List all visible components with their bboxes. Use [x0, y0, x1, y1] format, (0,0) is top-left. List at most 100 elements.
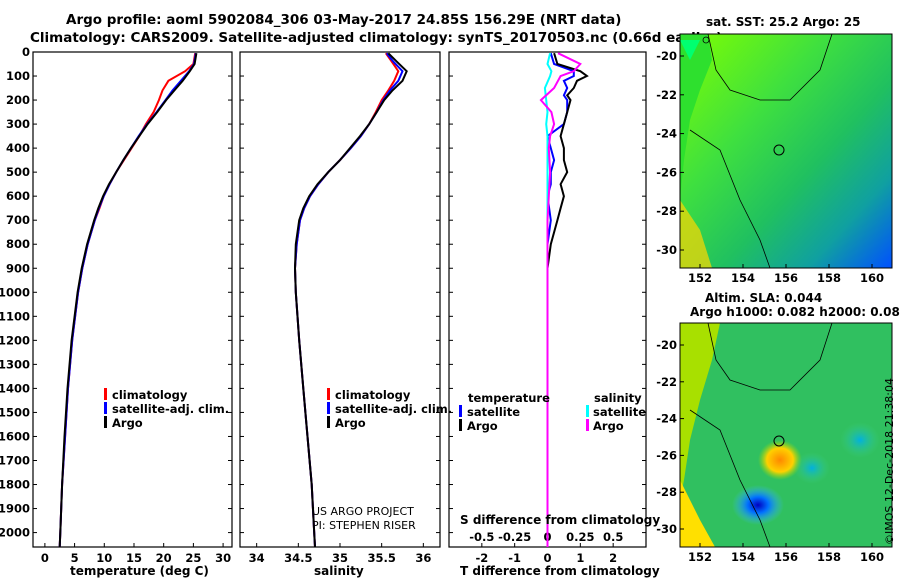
sla-map-title-1: Altim. SLA: 0.044 [705, 291, 822, 305]
map-y-tick-label: -20 [656, 338, 677, 352]
x-tick-label: 5 [71, 551, 79, 565]
legend-label: climatology [112, 388, 188, 402]
pressure-tick-label: 200 [6, 93, 30, 107]
map-x-tick-label: 156 [774, 271, 798, 285]
sla-warm-eddy [758, 440, 802, 480]
series-line-t-argo [546, 52, 589, 547]
map-x-tick-label: 160 [860, 550, 884, 564]
pressure-axis: 0 100 200 300 400 500 600 700 800 900 1000 1100 1200… [0, 45, 30, 540]
salinity-diff-tick-label: 0.5 [603, 530, 623, 544]
salinity-diff-tick-label: -0.5 [469, 530, 494, 544]
pressure-tick-label: 600 [6, 189, 30, 203]
x-tick-label: 0 [543, 551, 551, 565]
salinity-difference-label: S difference from climatology [460, 513, 660, 527]
pressure-tick-label: 1500 [0, 405, 30, 419]
pressure-tick-label: 1700 [0, 453, 30, 467]
sst-map-ticks: 152 154 156 158 160 -20 -22 -24 -26 -28 -30 [656, 49, 884, 285]
x-tick-label: 15 [126, 551, 142, 565]
pressure-tick-label: 400 [6, 141, 30, 155]
pressure-tick-label: 1400 [0, 381, 30, 395]
legend-label: satellite [593, 405, 646, 419]
x-tick-label: 36 [415, 551, 431, 565]
x-tick-label: -2 [475, 551, 488, 565]
map-y-tick-label: -22 [656, 375, 677, 389]
sst-map-title: sat. SST: 25.2 Argo: 25 [706, 15, 860, 29]
series-line-satellite-adj-clim- [58, 53, 197, 548]
pressure-tick-label: 500 [6, 165, 30, 179]
sla-warm-south [680, 480, 715, 547]
series-line-t-satellite [546, 52, 575, 547]
x-tick-label: 20 [156, 551, 172, 565]
map-x-tick-label: 160 [860, 271, 884, 285]
pressure-tick-label: 800 [6, 237, 30, 251]
pressure-tick-label: 1900 [0, 502, 30, 516]
legend-swatch [104, 416, 107, 428]
sst-map [679, 33, 893, 269]
sla-map-title-2: Argo h1000: 0.082 h2000: 0.08 [690, 305, 900, 319]
series-line-argo [58, 53, 198, 548]
series-line-climatology [58, 53, 197, 548]
legend-label: Argo [593, 419, 624, 433]
pressure-tick-label: 2000 [0, 526, 30, 540]
map-y-tick-label: -26 [656, 165, 677, 179]
pressure-tick-label: 100 [6, 69, 30, 83]
map-y-tick-label: -24 [656, 127, 677, 141]
salinity-panel: 34 34.5 35 35.5 36 climatologysatellite-adj. … [240, 51, 452, 565]
title-line-1: Argo profile: aoml 5902084_306 03-May-20… [66, 12, 621, 28]
map-y-tick-label: -28 [656, 485, 677, 499]
x-tick-label: -1 [508, 551, 521, 565]
sla-cold-eddy [732, 485, 784, 525]
legend-swatch [459, 405, 462, 417]
legend-label: satellite-adj. clim. [335, 402, 452, 416]
x-tick-label: 2 [609, 551, 617, 565]
sst-cape [680, 40, 700, 60]
salinity-xlabel: salinity [314, 564, 364, 578]
x-tick-label: 1 [576, 551, 584, 565]
map-x-tick-label: 152 [688, 550, 712, 564]
salinity-diff-tick-label: 0.25 [566, 530, 594, 544]
pressure-tick-label: 1100 [0, 309, 30, 323]
x-tick-label: 35 [332, 551, 348, 565]
x-tick-label: 34 [249, 551, 265, 565]
map-y-tick-label: -26 [656, 448, 677, 462]
map-x-tick-label: 154 [731, 550, 755, 564]
pressure-tick-label: 700 [6, 213, 30, 227]
sla-cyan-eddy [794, 452, 830, 484]
pressure-tick-label: 1200 [0, 333, 30, 347]
sla-map-ticks: 152 154 156 158 160 -20 -22 -24 -26 -28 -30 [656, 338, 884, 564]
legend-swatch [327, 402, 330, 414]
map-x-tick-label: 158 [817, 550, 841, 564]
sst-shelf-contour [689, 129, 771, 269]
map-y-tick-label: -22 [656, 88, 677, 102]
map-y-tick-label: -28 [656, 204, 677, 218]
x-tick-label: 25 [185, 551, 201, 565]
sst-coast-land [680, 34, 712, 200]
legend-label: Argo [112, 416, 143, 430]
legend-swatch [459, 419, 462, 431]
x-tick-label: 30 [215, 551, 231, 565]
temperature-panel-frame [32, 51, 233, 548]
sst-warm-south [680, 200, 712, 268]
x-tick-label: 10 [96, 551, 112, 565]
pressure-tick-label: 300 [6, 117, 30, 131]
legend-label: climatology [335, 388, 411, 402]
sla-coastal [680, 323, 720, 500]
x-tick-label: 0 [41, 551, 49, 565]
legend-swatch [104, 388, 107, 400]
pressure-tick-label: 1600 [0, 429, 30, 443]
sst-argo-position [773, 144, 785, 156]
map-y-tick-label: -24 [656, 412, 677, 426]
pressure-tick-label: 900 [6, 261, 30, 275]
legend-swatch [104, 402, 107, 414]
legend-label: Argo [335, 416, 366, 430]
map-x-tick-label: 156 [774, 550, 798, 564]
x-tick-label: 35.5 [367, 551, 395, 565]
map-x-tick-label: 154 [731, 271, 755, 285]
pressure-tick-label: 1800 [0, 478, 30, 492]
pressure-tick-label: 0 [22, 45, 30, 59]
sst-field [680, 34, 892, 268]
sla-argo-position [773, 435, 785, 447]
map-x-tick-label: 152 [688, 271, 712, 285]
